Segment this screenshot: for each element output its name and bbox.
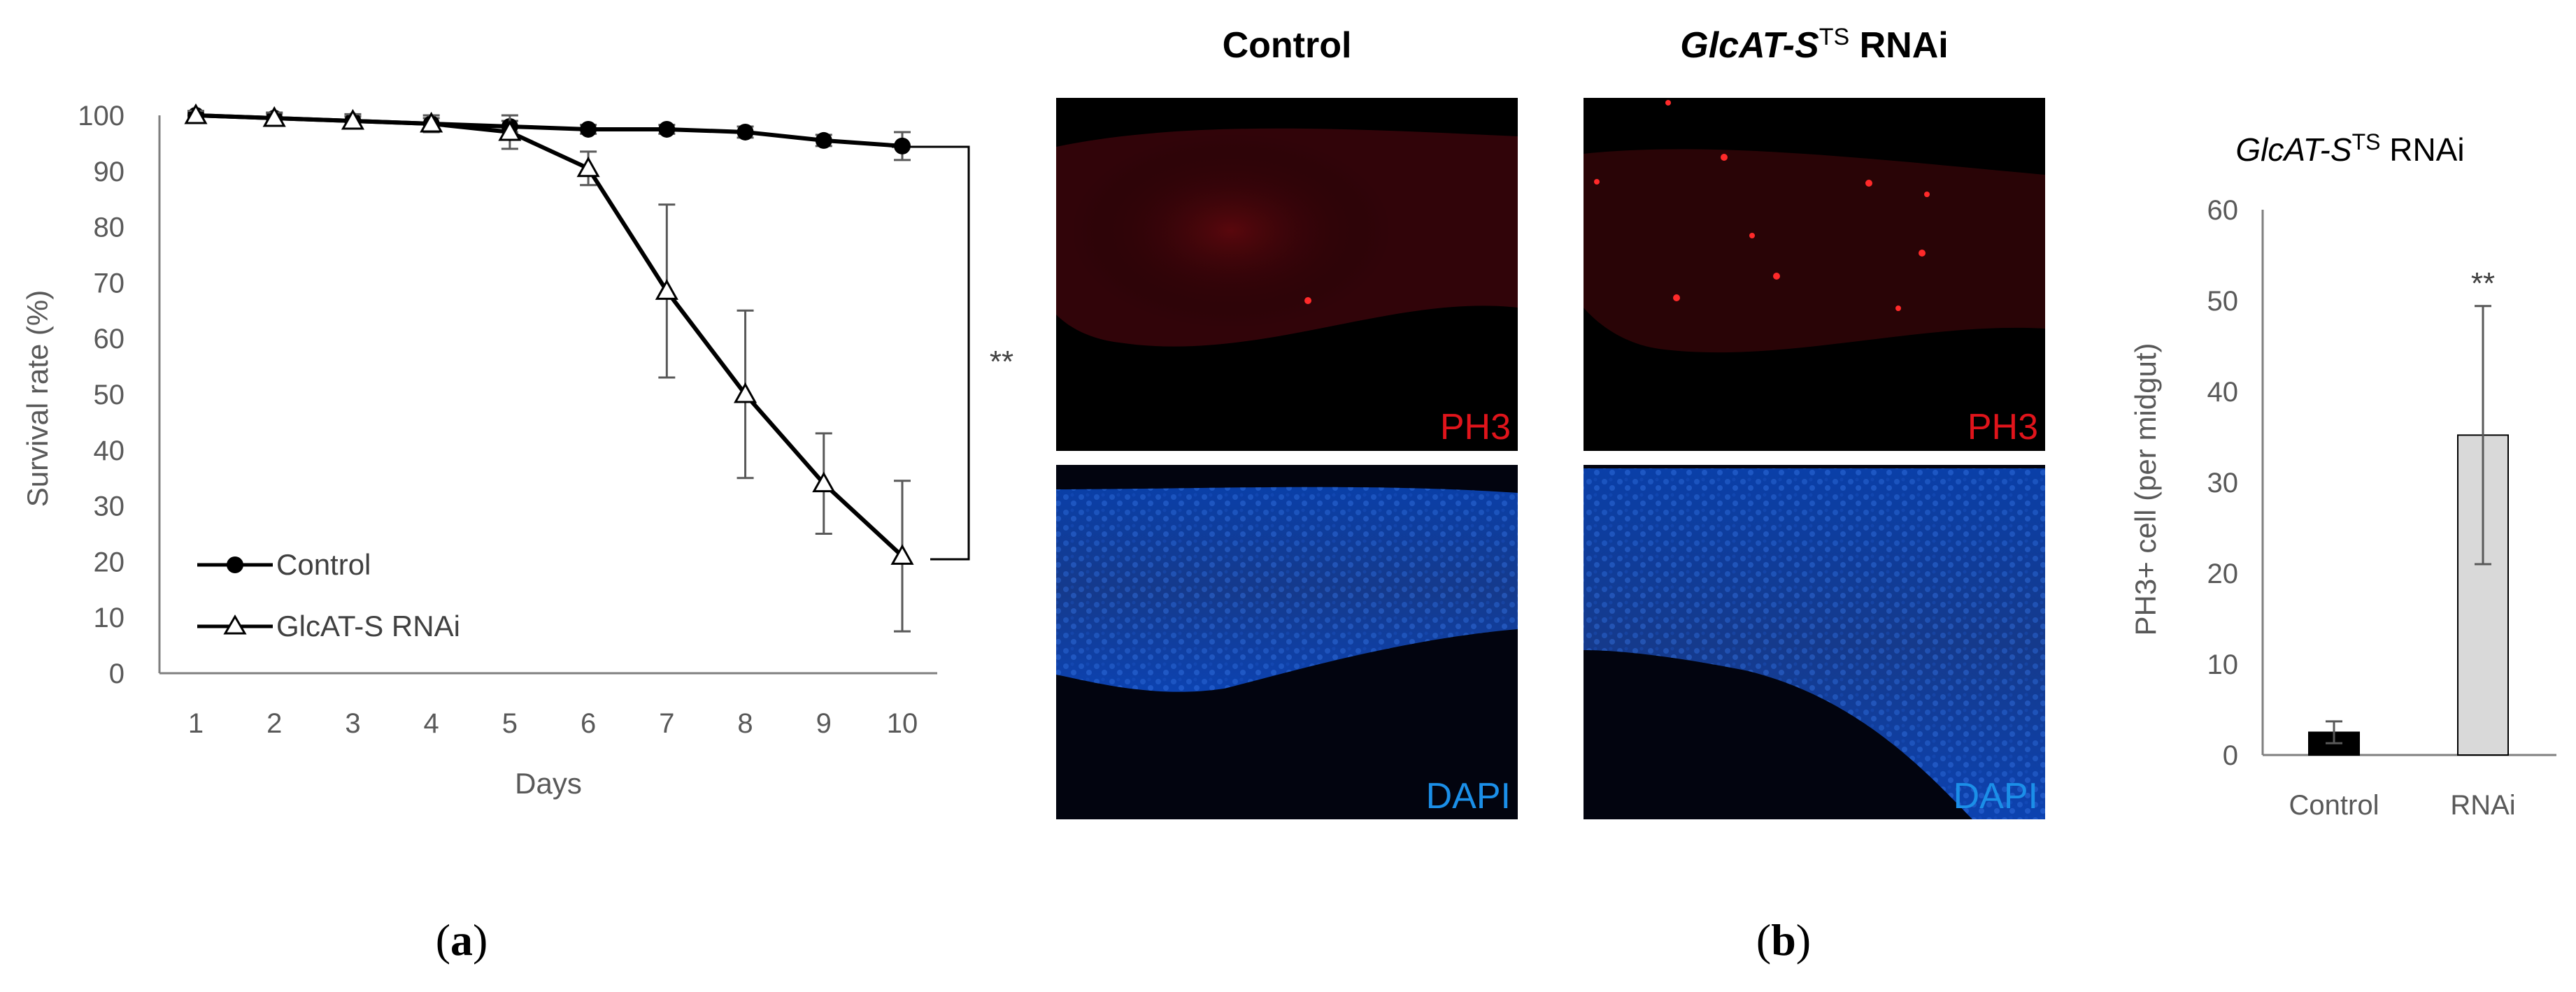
y-tick-label: 40 [2207, 377, 2239, 408]
data-point [733, 382, 757, 403]
survival-chart: 0 10 20 30 40 50 60 70 80 90 100 1 2 3 4 5 6 7 8 9 10 Survi… [21, 101, 1013, 800]
y-tick-label: 0 [109, 659, 124, 689]
data-point [736, 123, 754, 141]
legend-marker-rnai [223, 614, 247, 635]
panel-label-a: (a) [436, 915, 488, 965]
data-point [420, 111, 443, 133]
x-tick-label: 5 [502, 708, 518, 739]
ph3-rnai-image: PH3 [1584, 98, 2045, 451]
x-tick-label: RNAi [2450, 790, 2515, 821]
y-tick-label: 80 [94, 213, 125, 243]
data-point [498, 120, 522, 141]
ph3-spot [1665, 100, 1671, 106]
bars: Control RNAi ** [2289, 266, 2516, 821]
legend-label-control: Control [276, 548, 371, 581]
channel-label-dapi-rnai: DAPI [1954, 776, 2038, 817]
y-axis-title: Survival rate (%) [21, 290, 54, 507]
significance-marker: ** [2471, 266, 2495, 301]
series-line [195, 113, 904, 558]
data-point [580, 120, 597, 138]
data-point [655, 279, 678, 300]
y-tick-label: 20 [2207, 559, 2239, 589]
legend-marker-control [227, 556, 243, 573]
ph3-bar-chart: GlcAT-STS RNAi 0 10 20 30 40 50 60 Control RNAi… [2129, 129, 2556, 821]
ph3-spot [1673, 294, 1680, 301]
legend-item-rnai: GlcAT-S RNAi [197, 610, 460, 642]
y-tick-labels: 0 10 20 30 40 50 60 [2207, 195, 2239, 771]
ph3-spot [1919, 250, 1926, 257]
data-point [341, 108, 365, 130]
channel-label-dapi-control: DAPI [1426, 776, 1511, 817]
x-tick-label: 6 [581, 708, 596, 739]
ph3-spot [1721, 154, 1728, 161]
y-tick-label: 30 [2207, 468, 2239, 498]
channel-label-ph3-control: PH3 [1440, 407, 1511, 447]
ph3-spot [1773, 273, 1780, 280]
dapi-control-image: DAPI [1056, 465, 1518, 819]
y-tick-label: 10 [2207, 649, 2239, 680]
column-header-control: Control [1223, 25, 1352, 66]
legend-item-control: Control [197, 548, 371, 581]
y-tick-label: 40 [94, 436, 125, 466]
y-tick-label: 10 [94, 603, 125, 633]
ph3-spot [1924, 192, 1930, 197]
x-tick-label: 8 [737, 708, 753, 739]
x-tick-label: 1 [188, 708, 204, 739]
y-tick-label: 0 [2223, 740, 2238, 771]
data-point [184, 103, 208, 124]
data-point [576, 156, 600, 178]
ph3-spot [1594, 179, 1600, 185]
significance-bracket [892, 145, 970, 561]
y-tick-label: 20 [94, 547, 125, 577]
legend-label-rnai: GlcAT-S RNAi [276, 610, 460, 642]
legend: Control GlcAT-S RNAi [197, 548, 460, 642]
data-point [890, 544, 914, 565]
significance-marker: ** [990, 345, 1013, 379]
column-header-rnai: GlcAT-STS RNAi [1680, 24, 1948, 66]
ph3-spot [1895, 305, 1901, 311]
ph3-spot [1749, 233, 1755, 238]
x-tick-labels: 1 2 3 4 5 6 7 8 9 10 [188, 708, 918, 739]
y-tick-label: 50 [2207, 286, 2239, 317]
data-point [262, 106, 286, 127]
ph3-control-image: PH3 [1056, 98, 1518, 451]
series-group [184, 103, 914, 633]
series-rnai [184, 103, 914, 633]
dapi-rnai-image: DAPI [1584, 465, 2045, 819]
x-tick-label: 10 [887, 708, 918, 739]
y-tick-label: 100 [78, 101, 124, 131]
data-point [658, 120, 676, 138]
y-tick-label: 30 [94, 491, 125, 522]
y-tick-label: 90 [94, 157, 125, 187]
ph3-spot [1865, 180, 1872, 187]
y-tick-label: 60 [94, 324, 125, 354]
y-tick-labels: 0 10 20 30 40 50 60 70 80 90 100 [78, 101, 124, 689]
ph3-spot [1304, 297, 1311, 304]
x-tick-label: Control [2289, 790, 2379, 821]
chart-title: GlcAT-STS RNAi [2235, 129, 2464, 168]
y-axis-title: PH3+ cell (per midgut) [2129, 343, 2162, 636]
x-axis-title: Days [515, 767, 582, 800]
y-tick-label: 70 [94, 268, 125, 299]
channel-label-ph3-rnai: PH3 [1967, 407, 2038, 447]
x-tick-label: 2 [266, 708, 282, 739]
x-tick-label: 4 [424, 708, 439, 739]
x-tick-label: 7 [659, 708, 674, 739]
panel-label-b: (b) [1756, 915, 1811, 965]
data-point [812, 471, 836, 493]
x-tick-label: 9 [816, 708, 832, 739]
y-tick-label: 60 [2207, 195, 2239, 226]
y-tick-label: 50 [94, 380, 125, 410]
data-point [815, 131, 832, 149]
x-tick-label: 3 [345, 708, 360, 739]
